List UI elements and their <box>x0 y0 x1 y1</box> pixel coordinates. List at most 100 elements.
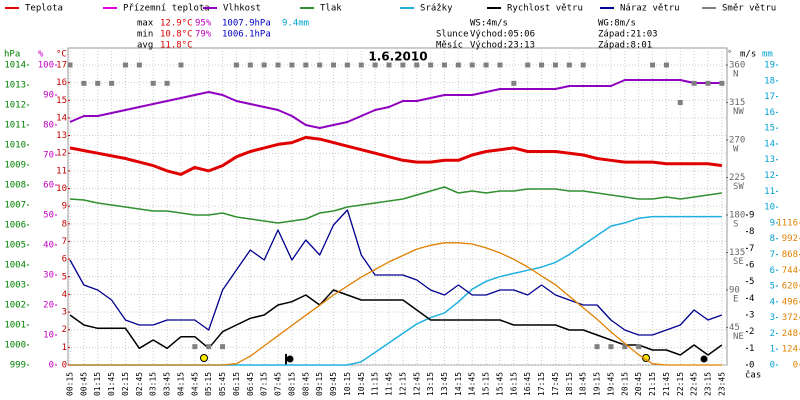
y-tick-label: 1002 <box>4 301 26 311</box>
x-tick-label: 08:15 <box>287 372 296 396</box>
direction-point <box>636 344 642 350</box>
y-tick-label: 15 <box>764 124 775 134</box>
y-tick-label: 1004 <box>4 261 26 271</box>
y-tick-label: 1009 <box>4 161 26 171</box>
direction-point <box>677 100 683 105</box>
direction-point <box>275 62 281 68</box>
y-tick-label: 1010 <box>4 141 26 151</box>
x-tick-label: 06:45 <box>246 372 255 396</box>
y-tick-label: 372 <box>782 313 798 323</box>
y-tick-label: 80 <box>43 121 54 131</box>
y-tick-label: 45 <box>729 323 740 333</box>
y-tick-label: 270 <box>729 136 745 146</box>
y-tick-label: 1005 <box>4 241 26 251</box>
stat-label: max <box>137 19 154 29</box>
y-tick-label: 13 <box>56 131 67 141</box>
y-tick-label: 0 <box>49 361 54 371</box>
y-tick-label: 1008 <box>4 181 26 191</box>
direction-point <box>539 62 545 68</box>
x-tick-label: 03:15 <box>149 372 158 396</box>
x-tick-label: 15:15 <box>482 372 491 396</box>
direction-point <box>552 62 558 68</box>
x-tick-label: 08:45 <box>301 372 310 396</box>
x-tick-label: 23:45 <box>717 372 726 396</box>
moonrise-marker <box>700 355 708 363</box>
y-tick-label: 868 <box>782 250 798 260</box>
y-tick-label: 4 <box>749 294 754 304</box>
direction-point <box>247 62 253 68</box>
y-tick-label: 17 <box>764 92 775 102</box>
direction-name: S <box>733 220 738 230</box>
stat-value: 1007.9hPa <box>222 19 271 29</box>
x-tick-label: 12:15 <box>398 372 407 396</box>
y-tick-label: 1001 <box>4 321 26 331</box>
y-tick-label: 9 <box>770 218 775 228</box>
x-tick-label: 00:45 <box>79 372 88 396</box>
y-tick-label: 4 <box>770 297 775 307</box>
stat-value: 12.9°C <box>160 19 193 29</box>
moon-label: Měsíc <box>436 41 463 51</box>
legend-label: Tlak <box>320 4 342 14</box>
x-tick-label: 04:15 <box>176 372 185 396</box>
y-tick-label: 6 <box>749 261 754 271</box>
x-tick-label: 09:45 <box>329 372 338 396</box>
direction-point <box>525 62 531 68</box>
y-tick-label: 11 <box>56 166 67 176</box>
direction-point <box>511 80 517 86</box>
legend-label: Přízemní teplota <box>123 4 210 14</box>
direction-point <box>344 62 350 68</box>
y-tick-label: 12 <box>764 171 775 181</box>
y-tick-label: 8 <box>749 227 754 237</box>
direction-point <box>303 62 309 68</box>
y-tick-label: 0 <box>793 361 798 371</box>
x-tick-label: 21:45 <box>662 372 671 396</box>
y-tick-label: 744 <box>782 266 798 276</box>
x-tick-label: 13:45 <box>440 372 449 396</box>
direction-point <box>81 80 87 86</box>
y-tick-label: 4 <box>62 290 67 300</box>
direction-point <box>705 80 711 86</box>
direction-point <box>261 62 267 68</box>
y-tick-label: 3 <box>749 311 754 321</box>
y-tick-label: 18 <box>764 76 775 86</box>
y-tick-label: 5 <box>62 272 67 282</box>
direction-point <box>691 80 697 86</box>
y-tick-label: 40 <box>43 241 54 251</box>
y-tick-label: 7 <box>770 250 775 260</box>
x-tick-label: 13:15 <box>426 372 435 396</box>
x-tick-label: 01:15 <box>93 372 102 396</box>
direction-point <box>622 344 628 350</box>
axis-unit: °C <box>56 50 67 60</box>
y-tick-label: 8 <box>770 234 775 244</box>
y-tick-label: 50 <box>43 211 54 221</box>
direction-name: W <box>733 145 739 155</box>
direction-point <box>150 80 156 86</box>
legend-label: Směr větru <box>722 4 776 14</box>
y-tick-label: 1 <box>770 345 775 355</box>
direction-point <box>164 80 170 86</box>
direction-point <box>441 62 447 68</box>
direction-name: SW <box>733 182 744 192</box>
direction-point <box>497 62 503 68</box>
x-tick-label: 20:15 <box>620 372 629 396</box>
y-tick-label: 3 <box>770 313 775 323</box>
y-tick-label: 2 <box>770 329 775 339</box>
y-tick-label: 10 <box>764 203 775 213</box>
direction-name: NE <box>733 332 744 342</box>
direction-name: SE <box>733 257 744 267</box>
x-tick-label: 02:45 <box>135 372 144 396</box>
direction-point <box>122 62 128 68</box>
y-tick-label: 10 <box>43 331 54 341</box>
x-tick-label: 04:45 <box>190 372 199 396</box>
x-tick-label: 03:45 <box>163 372 172 396</box>
legend-label: Rychlost větru <box>507 4 583 14</box>
y-tick-label: 1007 <box>4 201 26 211</box>
y-tick-label: 100 <box>38 61 54 71</box>
y-tick-label: 180 <box>729 211 745 221</box>
y-tick-label: 7 <box>62 237 67 247</box>
direction-point <box>67 62 73 68</box>
direction-point <box>428 62 434 68</box>
moon-set: Západ:8:01 <box>598 41 652 51</box>
x-tick-label: 10:15 <box>343 372 352 396</box>
direction-point <box>220 344 226 350</box>
